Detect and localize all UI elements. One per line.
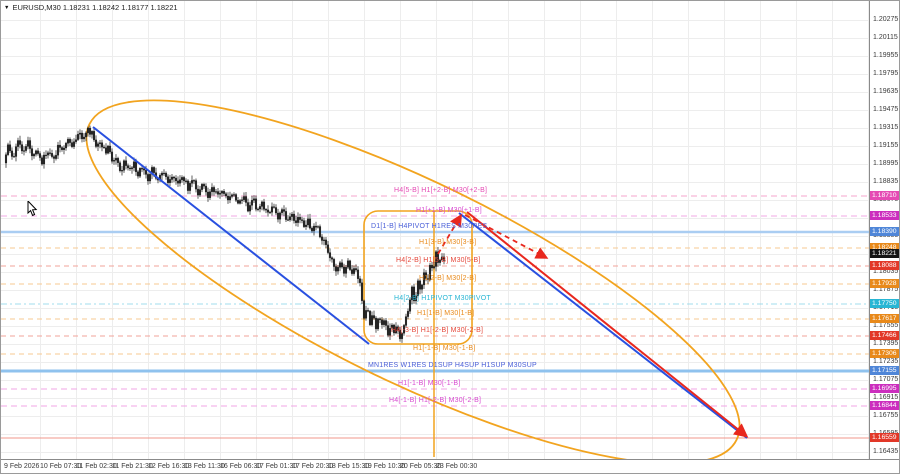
time-axis-label: 18 Feb 15:30 [328,463,370,470]
level-price-tag: 1.17750 [870,299,899,308]
time-axis-label: 12 Feb 16:30 [148,463,190,470]
symbol-ohlc-text: EURUSD,M30 1.18231 1.18242 1.18177 1.182… [12,3,178,12]
time-axis-label: 17 Feb 20:30 [292,463,334,470]
price-axis-label: 1.17555 [873,322,899,329]
time-axis-label: 11 Feb 21:30 [112,463,153,470]
price-axis-label: 1.20115 [873,34,898,41]
candle-bodies [5,127,445,339]
level-price-tag: 1.17928 [870,279,899,288]
price-axis-label: 1.17395 [873,340,899,347]
price-axis-label: 1.17235 [873,358,899,365]
price-axis-label: 1.19475 [873,106,899,113]
candle-wicks [5,125,445,343]
level-label: H4[-1-B] H1[-2-B] M30[-2-B] [389,397,482,404]
time-axis-label: 9 Feb 2026 [4,463,40,470]
price-axis-label: 1.16755 [873,412,899,419]
price-axis-label: 1.19795 [873,70,899,77]
time-axis-label: 19 Feb 10:30 [364,463,406,470]
time-axis-label: 17 Feb 01:30 [256,463,298,470]
price-axis-label: 1.17875 [873,286,899,293]
level-label: H1[2-B] M30[2-B] [419,275,477,282]
price-axis-label: 1.19155 [873,142,899,149]
consolidation-box[interactable] [363,210,473,345]
projection-line-red[interactable] [466,211,749,438]
time-axis-label: 23 Feb 00:30 [436,463,478,470]
level-label: H4[2-B] H1PIVOT M30PIVOT [394,295,491,302]
price-axis-label: 1.19955 [873,52,899,59]
time-axis-label: 16 Feb 06:30 [220,463,262,470]
price-axis-label: 1.18035 [873,268,899,275]
level-label: H4[2-B] H1[5-B] M30[5-B] [396,257,481,264]
price-axis-label: 1.18835 [873,178,899,185]
level-label: H1[-1-B] M30[-1-B] [413,345,476,352]
downtrend-line-2[interactable] [458,212,748,439]
time-axis-label: 11 Feb 02:30 [76,463,117,470]
downtrend-line-1[interactable] [92,126,370,345]
current-price-tag: 1.18221 [870,249,899,258]
chart-plot-area[interactable]: H4[5-B] H1[+2-B] M30[+2-B] H1[+1-B] M30[+… [1,1,869,459]
price-axis-label: 1.18995 [873,160,899,167]
level-label: H1[+1-B] M30[+1-B] [416,207,482,214]
level-price-tag: 1.17617 [870,314,899,323]
price-axis[interactable]: 1.20275 1.20115 1.19955 1.19795 1.19635 1.194… [869,1,899,459]
candlestick-chart [1,34,869,459]
level-price-tag: 1.16559 [870,433,899,442]
level-price-tag: 1.17306 [870,349,899,358]
reversal-arrow-down[interactable] [464,214,549,259]
level-price-tag: 1.16995 [870,384,899,393]
ellipse-object[interactable] [46,34,781,459]
level-label: MN1RES W1RES D1SUP H4SUP H1SUP M30SUP [368,362,537,369]
mouse-cursor [27,201,38,217]
symbol-dropdown-icon[interactable]: ▼ [4,4,10,11]
time-axis-label: 13 Feb 11:30 [184,463,225,470]
level-label: H4[5-B] H1[+2-B] M30[+2-B] [394,187,488,194]
pullback-arrow-up[interactable] [437,213,462,255]
level-label: H1[-1-B] M30[-1-B] [398,380,461,387]
level-price-tag: 1.18248 [870,243,899,252]
time-axis-label: 20 Feb 05:30 [400,463,442,470]
level-price-tag: 1.18088 [870,261,899,270]
level-price-tag: 1.18710 [870,191,899,200]
price-axis-label: 1.17075 [873,376,899,383]
price-axis-label: 1.19635 [873,88,899,95]
time-axis[interactable]: 9 Feb 2026 10 Feb 07:30 11 Feb 02:30 11 Feb… [1,459,899,473]
price-axis-label: 1.16915 [873,394,899,401]
level-label: H1[1-B] M30[1-B] [417,310,475,317]
price-axis-label: 1.20275 [873,16,899,23]
time-axis-label: 10 Feb 07:30 [40,463,82,470]
price-axis-label: 1.19315 [873,124,899,131]
level-price-tag: 1.17466 [870,331,899,340]
level-price-tag: 1.18390 [870,227,899,236]
price-axis-label: 1.16435 [873,448,899,455]
level-label: H1[3-B] M30[3-B] [419,239,477,246]
level-label: H4[-3-B] H1[-2-B] M30[-2-B] [391,327,484,334]
chart-title: ▼ EURUSD,M30 1.18231 1.18242 1.18177 1.1… [4,3,178,12]
level-label: D1[1-B] H4PIVOT H1RES M30RES [371,223,488,230]
level-price-tag: 1.18533 [870,211,899,220]
level-price-tag: 1.16844 [870,401,899,410]
level-price-tag: 1.17155 [870,366,899,375]
